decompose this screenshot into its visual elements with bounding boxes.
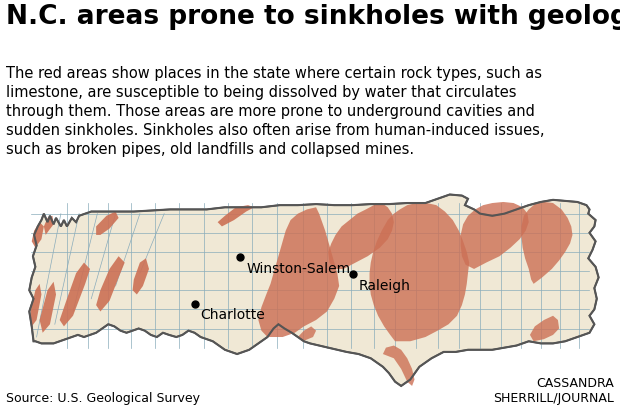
Polygon shape — [461, 202, 529, 269]
Polygon shape — [32, 222, 44, 248]
Text: Source: U.S. Geological Survey: Source: U.S. Geological Survey — [6, 392, 200, 405]
Polygon shape — [133, 258, 149, 294]
Polygon shape — [218, 205, 254, 227]
Polygon shape — [298, 326, 316, 341]
Polygon shape — [29, 195, 598, 386]
Polygon shape — [96, 256, 125, 312]
Polygon shape — [60, 263, 90, 326]
Text: N.C. areas prone to sinkholes with geological basis: N.C. areas prone to sinkholes with geolo… — [6, 4, 620, 30]
Text: The red areas show places in the state where certain rock types, such as
limesto: The red areas show places in the state w… — [6, 65, 545, 157]
Polygon shape — [521, 202, 572, 284]
Text: Raleigh: Raleigh — [358, 279, 410, 292]
Polygon shape — [383, 346, 415, 386]
Polygon shape — [96, 211, 118, 235]
Polygon shape — [30, 284, 42, 326]
Polygon shape — [259, 207, 339, 337]
Text: Charlotte: Charlotte — [201, 308, 265, 322]
Polygon shape — [370, 203, 469, 341]
Polygon shape — [44, 216, 53, 235]
Polygon shape — [40, 282, 56, 333]
Polygon shape — [328, 203, 394, 269]
Polygon shape — [530, 316, 559, 341]
Text: Winston-Salem: Winston-Salem — [246, 261, 350, 276]
Text: CASSANDRA
SHERRILL/JOURNAL: CASSANDRA SHERRILL/JOURNAL — [493, 377, 614, 405]
